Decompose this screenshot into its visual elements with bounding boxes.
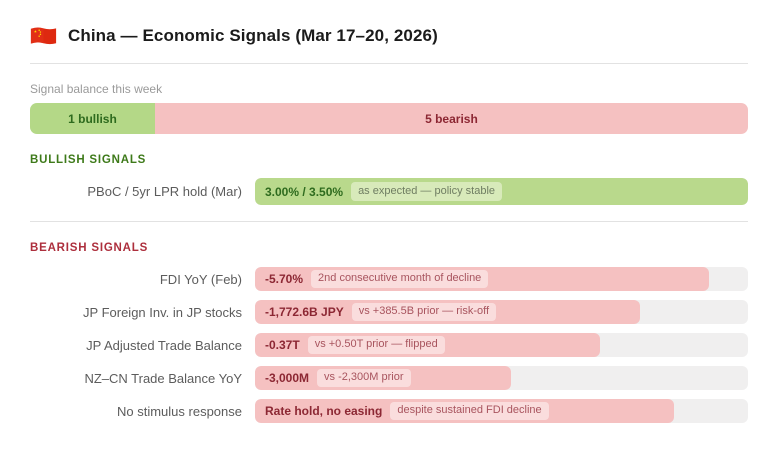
signal-meter-fill: 3.00% / 3.50% as expected — policy stabl… bbox=[255, 178, 748, 205]
signal-note-badge: vs -2,300M prior bbox=[317, 368, 411, 388]
signal-row: No stimulus response Rate hold, no easin… bbox=[30, 399, 748, 423]
balance-bearish-label: 5 bearish bbox=[425, 111, 478, 126]
signal-label: JP Foreign Inv. in JP stocks bbox=[83, 304, 242, 320]
signal-note-badge: as expected — policy stable bbox=[351, 182, 503, 201]
signal-value: -3,000M bbox=[265, 371, 310, 385]
signal-value: Rate hold, no easing bbox=[265, 404, 383, 418]
bullish-rows: PBoC / 5yr LPR hold (Mar) 3.00% / 3.50% … bbox=[30, 178, 748, 205]
economic-signals-panel: China — Economic Signals (Mar 17–20, 202… bbox=[30, 26, 748, 423]
signal-value: -5.70% bbox=[265, 272, 304, 286]
page-title: China — Economic Signals (Mar 17–20, 202… bbox=[68, 26, 438, 45]
signal-meter-fill: -3,000M vs -2,300M prior bbox=[255, 366, 512, 390]
section-divider bbox=[30, 221, 748, 222]
china-flag-icon bbox=[30, 27, 57, 45]
signal-row: NZ–CN Trade Balance YoY -3,000M vs -2,30… bbox=[30, 366, 748, 390]
signal-meter-track: -5.70% 2nd consecutive month of decline bbox=[255, 267, 748, 291]
signal-row: FDI YoY (Feb) -5.70% 2nd consecutive mon… bbox=[30, 267, 748, 291]
signal-label: NZ–CN Trade Balance YoY bbox=[84, 370, 242, 386]
bearish-rows: FDI YoY (Feb) -5.70% 2nd consecutive mon… bbox=[30, 267, 748, 423]
signal-label: FDI YoY (Feb) bbox=[159, 271, 242, 287]
signal-label: JP Adjusted Trade Balance bbox=[86, 337, 242, 353]
signal-meter-track: -1,772.6B JPY vs +385.5B prior — risk-of… bbox=[255, 300, 748, 324]
signal-meter-fill: -1,772.6B JPY vs +385.5B prior — risk-of… bbox=[255, 300, 640, 324]
header: China — Economic Signals (Mar 17–20, 202… bbox=[30, 26, 748, 46]
signal-label: No stimulus response bbox=[117, 403, 242, 419]
signal-meter-fill: -0.37T vs +0.50T prior — flipped bbox=[255, 333, 601, 357]
signal-label: PBoC / 5yr LPR hold (Mar) bbox=[87, 184, 242, 199]
signal-note-badge: vs +0.50T prior — flipped bbox=[307, 335, 445, 355]
balance-bullish-segment: 1 bullish bbox=[30, 103, 155, 134]
signal-meter-fill: Rate hold, no easing despite sustained F… bbox=[255, 399, 675, 423]
bearish-section-title: BEARISH SIGNALS bbox=[30, 242, 149, 254]
header-divider bbox=[30, 63, 748, 64]
signal-row: JP Adjusted Trade Balance -0.37T vs +0.5… bbox=[30, 333, 748, 357]
signal-meter-track: -0.37T vs +0.50T prior — flipped bbox=[255, 333, 748, 357]
signal-balance-meter: 1 bullish 5 bearish bbox=[30, 103, 748, 134]
signal-value: -1,772.6B JPY bbox=[265, 305, 344, 319]
signal-value: -0.37T bbox=[265, 338, 300, 352]
balance-bullish-label: 1 bullish bbox=[68, 111, 117, 126]
balance-caption: Signal balance this week bbox=[30, 82, 163, 96]
signal-note-badge: vs +385.5B prior — risk-off bbox=[351, 302, 497, 322]
signal-value: 3.00% / 3.50% bbox=[265, 184, 344, 199]
signal-row: PBoC / 5yr LPR hold (Mar) 3.00% / 3.50% … bbox=[30, 178, 748, 205]
signal-note-badge: 2nd consecutive month of decline bbox=[311, 269, 489, 289]
signal-row: JP Foreign Inv. in JP stocks -1,772.6B J… bbox=[30, 300, 748, 324]
signal-note-badge: despite sustained FDI decline bbox=[390, 401, 549, 421]
signal-meter-fill: -5.70% 2nd consecutive month of decline bbox=[255, 267, 709, 291]
bullish-section-title: BULLISH SIGNALS bbox=[30, 154, 147, 166]
signal-meter-track: 3.00% / 3.50% as expected — policy stabl… bbox=[255, 178, 748, 205]
balance-bearish-segment: 5 bearish bbox=[154, 103, 748, 134]
signal-meter-track: -3,000M vs -2,300M prior bbox=[255, 366, 748, 390]
signal-meter-track: Rate hold, no easing despite sustained F… bbox=[255, 399, 748, 423]
